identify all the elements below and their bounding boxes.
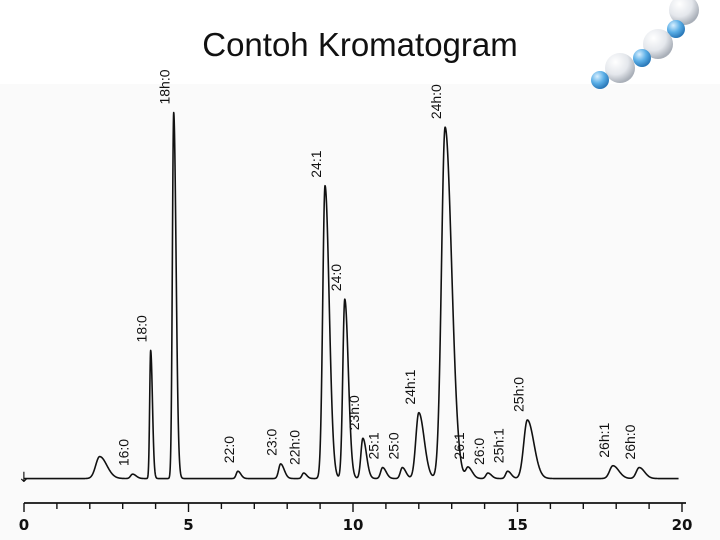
x-tick-label-20: 20 (672, 516, 693, 534)
peak-label-19: 26h:0 (622, 424, 638, 459)
peak-label-6: 22h:0 (287, 430, 303, 465)
peak-label-12: 24h:1 (402, 369, 418, 404)
x-tick-label-5: 5 (183, 516, 193, 534)
x-tick-label-15: 15 (507, 516, 528, 534)
peak-label-17: 25h:0 (510, 377, 526, 412)
peak-label-10: 25:1 (366, 432, 382, 459)
injection-marker: ↓ (18, 470, 30, 486)
x-tick-label-10: 10 (343, 516, 364, 534)
peak-label-4: 22:0 (221, 436, 237, 463)
peak-label-14: 26:1 (451, 432, 467, 459)
peak-label-18: 26h:1 (596, 422, 612, 457)
x-tick-label-0: 0 (19, 516, 29, 534)
peak-label-7: 24:1 (308, 150, 324, 177)
peak-label-16: 25h:1 (491, 428, 507, 463)
slide-title: Contoh Kromatogram (202, 26, 518, 63)
peak-label-11: 25:0 (385, 432, 401, 459)
peak-label-9: 23h:0 (346, 395, 362, 430)
peak-label-15: 26:0 (471, 438, 487, 465)
peak-label-3: 18h:0 (157, 69, 173, 104)
peak-label-8: 24:0 (328, 264, 344, 291)
peak-label-13: 24h:0 (428, 84, 444, 119)
peak-label-1: 16:0 (116, 439, 132, 466)
signal-trace (23, 111, 680, 480)
peak-label-2: 18:0 (134, 315, 150, 342)
peak-label-5: 23:0 (264, 428, 280, 455)
